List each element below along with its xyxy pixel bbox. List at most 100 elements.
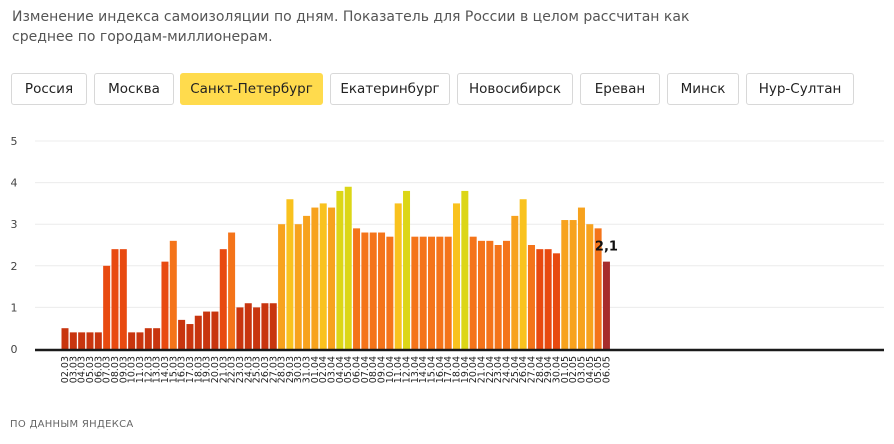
- x-tick-label: 28.04: [535, 356, 546, 383]
- x-tick-label: 24.03: [243, 356, 254, 383]
- x-tick-label: 30.04: [551, 356, 562, 383]
- bar: [594, 228, 602, 349]
- x-tick-label: 25.04: [510, 356, 521, 383]
- x-tick-label: 15.03: [168, 356, 179, 383]
- x-tick-label: 06.04: [352, 356, 363, 383]
- bar: [353, 228, 361, 349]
- x-tick-label: 02.03: [60, 356, 71, 383]
- y-tick-label: 4: [11, 177, 18, 190]
- bar: [602, 261, 610, 349]
- x-tick-label: 23.03: [235, 356, 246, 383]
- bar: [236, 307, 244, 349]
- bar: [286, 199, 294, 349]
- tab-russia[interactable]: Россия: [11, 73, 87, 105]
- x-tick-label: 18.03: [193, 356, 204, 383]
- x-tick-label: 16.03: [177, 356, 188, 383]
- x-tick-label: 04.03: [77, 356, 88, 383]
- x-tick-label: 13.04: [410, 356, 421, 383]
- bar: [494, 245, 502, 349]
- bar: [194, 315, 202, 349]
- tab-yekaterinburg[interactable]: Екатеринбург: [330, 73, 450, 105]
- bar: [111, 249, 119, 349]
- bar: [502, 240, 510, 349]
- x-tick-label: 19.04: [460, 356, 471, 383]
- x-tick-label: 03.04: [327, 356, 338, 383]
- x-tick-label: 05.03: [85, 356, 96, 383]
- x-tick-label: 08.04: [368, 356, 379, 383]
- x-tick-label: 07.04: [360, 356, 371, 383]
- bar: [228, 232, 236, 349]
- bar: [469, 236, 477, 349]
- bar: [478, 240, 485, 349]
- bar: [536, 249, 544, 349]
- bar: [128, 332, 136, 349]
- x-tick-label: 03.05: [576, 356, 587, 383]
- x-tick-label: 04.04: [335, 356, 346, 383]
- x-tick-label: 01.05: [560, 356, 571, 383]
- bar: [319, 203, 327, 349]
- x-tick-label: 06.05: [601, 356, 612, 383]
- bar: [586, 224, 594, 349]
- bar-chart: 01234502.0303.0304.0305.0306.0307.0308.0…: [11, 135, 884, 383]
- bar: [378, 232, 386, 349]
- bar: [61, 328, 69, 349]
- x-tick-label: 20.04: [468, 356, 479, 383]
- y-tick-label: 0: [11, 343, 18, 356]
- x-tick-label: 03.03: [68, 356, 79, 383]
- x-tick-label: 29.03: [285, 356, 296, 383]
- x-tick-label: 15.04: [427, 356, 438, 383]
- bar: [186, 324, 194, 349]
- tab-nur-sultan[interactable]: Нур-Султан: [746, 73, 854, 105]
- tab-novosibirsk[interactable]: Новосибирск: [457, 73, 573, 105]
- bar: [336, 190, 344, 349]
- bar: [303, 215, 311, 349]
- bar: [269, 303, 277, 349]
- bar: [328, 207, 336, 349]
- chart-description: Изменение индекса самоизоляции по дням. …: [12, 9, 690, 45]
- bar: [136, 332, 144, 349]
- x-tick-label: 31.03: [302, 356, 313, 383]
- x-tick-label: 09.04: [377, 356, 388, 383]
- x-tick-label: 17.03: [185, 356, 196, 383]
- x-tick-label: 14.04: [418, 356, 429, 383]
- bar: [428, 236, 436, 349]
- bar: [577, 207, 585, 349]
- x-tick-label: 17.04: [443, 356, 454, 383]
- x-tick-label: 25.03: [252, 356, 263, 383]
- bar: [569, 220, 577, 349]
- x-tick-label: 05.05: [593, 356, 604, 383]
- x-tick-label: 22.04: [485, 356, 496, 383]
- y-tick-label: 3: [11, 218, 18, 231]
- x-tick-label: 28.03: [277, 356, 288, 383]
- bar: [261, 303, 269, 349]
- x-tick-label: 27.04: [526, 356, 537, 383]
- bar: [311, 207, 319, 349]
- bar: [119, 249, 127, 349]
- bar: [161, 261, 169, 349]
- bar: [544, 249, 552, 349]
- tab-moscow[interactable]: Москва: [94, 73, 174, 105]
- x-tick-label: 16.04: [435, 356, 446, 383]
- x-tick-label: 04.05: [585, 356, 596, 383]
- x-tick-label: 10.04: [385, 356, 396, 383]
- bar: [552, 253, 560, 349]
- x-tick-label: 14.03: [160, 356, 171, 383]
- x-tick-label: 11.03: [135, 356, 146, 383]
- x-tick-label: 30.03: [293, 356, 304, 383]
- bar: [178, 319, 186, 349]
- x-tick-label: 23.04: [493, 356, 504, 383]
- bar: [436, 236, 444, 349]
- tab-yerevan[interactable]: Ереван: [580, 73, 660, 105]
- tab-minsk[interactable]: Минск: [667, 73, 739, 105]
- x-tick-label: 09.03: [118, 356, 129, 383]
- x-tick-label: 27.03: [268, 356, 279, 383]
- x-tick-label: 12.04: [402, 356, 413, 383]
- bar: [461, 190, 469, 349]
- bar: [219, 249, 227, 349]
- x-tick-label: 02.05: [568, 356, 579, 383]
- data-label: 2,1: [595, 240, 618, 255]
- x-tick-label: 01.04: [310, 356, 321, 383]
- x-tick-label: 08.03: [110, 356, 121, 383]
- bar: [511, 215, 519, 349]
- tab-saint-petersburg[interactable]: Санкт-Петербург: [180, 73, 323, 105]
